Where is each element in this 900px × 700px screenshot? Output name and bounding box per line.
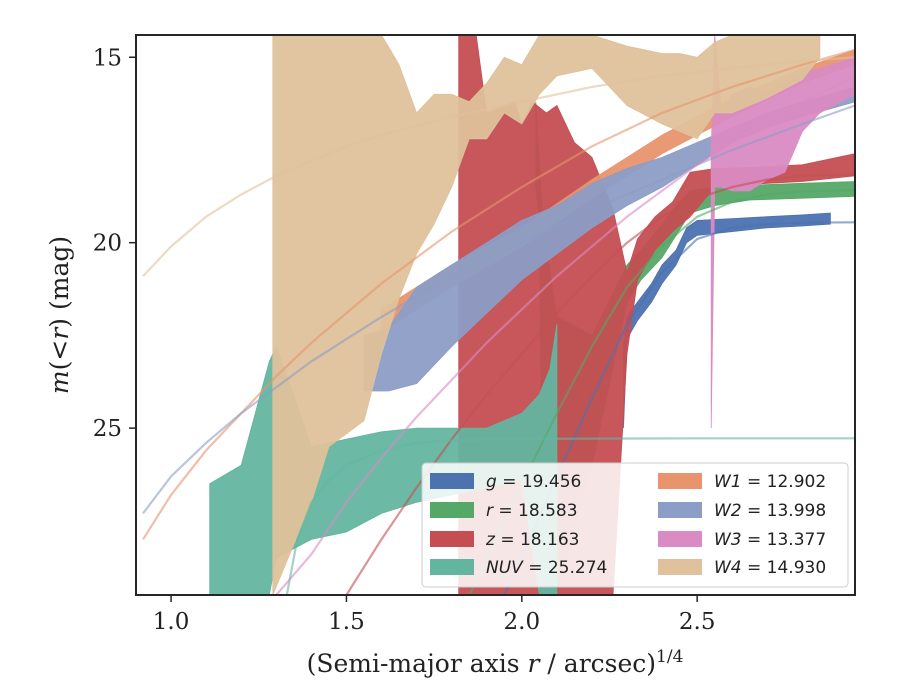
y-tick-label: 25: [93, 416, 122, 442]
band-w2: [363, 86, 855, 392]
legend-label-nuv: NUV = 25.274: [486, 558, 607, 578]
legend-swatch-w2: [658, 502, 702, 518]
x-axis: 1.0 1.5 2.0 2.5: [153, 595, 716, 635]
y-axis-title-paren: (<: [45, 340, 74, 371]
y-axis-title-r: r: [45, 326, 74, 340]
x-tick-label: 2.0: [504, 609, 541, 635]
legend-label-w2: W2 = 13.998: [714, 501, 826, 521]
curve-w4: [142, 56, 855, 277]
y-axis-title-unit: ) (mag): [45, 236, 74, 328]
y-tick-label: 20: [93, 231, 122, 257]
legend-label-g: g = 19.456: [486, 472, 581, 492]
curve-nuv: [285, 437, 855, 595]
y-tick-label: 15: [93, 45, 122, 71]
curve-w2: [142, 104, 855, 515]
x-axis-title-exponent: 1/4: [656, 647, 683, 667]
x-tick-label: 1.5: [328, 609, 365, 635]
x-axis-title-paren-open: (Semi-major axis: [307, 649, 528, 678]
legend-swatch-w1: [658, 473, 702, 489]
band-g: [623, 212, 831, 429]
legend: g = 19.456 r = 18.583 z = 18.163 NUV = 25.2…: [421, 462, 849, 588]
x-axis-title-var: r: [528, 649, 542, 678]
legend-swatch-r: [430, 502, 474, 518]
legend-swatch-w4: [658, 559, 702, 575]
legend-swatch-w3: [658, 531, 702, 547]
legend-label-w4: W4 = 14.930: [714, 558, 826, 578]
y-axis-title: m(<r) (mag): [45, 236, 74, 394]
x-tick-label: 2.5: [679, 609, 716, 635]
legend-swatch-nuv: [430, 559, 474, 575]
curve-w1: [142, 48, 855, 540]
legend-label-w1: W1 = 12.902: [714, 472, 826, 492]
y-axis-title-m: m: [45, 370, 74, 394]
x-axis-title-unit: / arcsec): [539, 649, 656, 678]
legend-label-z: z = 18.163: [485, 530, 579, 550]
legend-label-r: r = 18.583: [486, 501, 578, 521]
y-axis: 15 20 25: [93, 45, 136, 442]
band-w4: [272, 35, 821, 595]
x-axis-title: (Semi-major axis r / arcsec)1/4: [307, 647, 684, 678]
legend-label-w3: W3 = 13.377: [714, 530, 826, 550]
legend-frame: [421, 462, 849, 588]
legend-swatch-g: [430, 473, 474, 489]
x-tick-label: 1.0: [153, 609, 190, 635]
curve-w3: [275, 74, 855, 595]
legend-swatch-z: [430, 531, 474, 547]
band-layer: [209, 35, 855, 595]
plot-frame: [135, 34, 856, 596]
